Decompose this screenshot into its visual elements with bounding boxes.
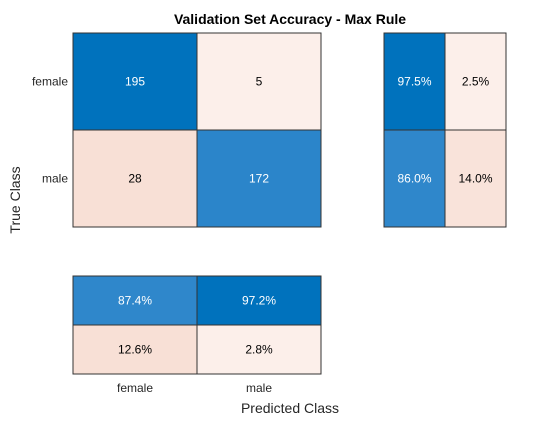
y-axis-label: True Class bbox=[7, 166, 23, 233]
chart-title: Validation Set Accuracy - Max Rule bbox=[174, 11, 406, 27]
cells-layer: 195 5 28 172 97.5% 2.5% 86.0% 14.0% 87.4% 97.2% 12… bbox=[72, 32, 507, 375]
row-summary-cell-0-0-rect bbox=[383, 32, 446, 131]
matrix-cell-female-male-rect bbox=[196, 32, 322, 131]
y-tick-label-female: female bbox=[32, 75, 68, 89]
tick-labels-layer: female male female male bbox=[32, 75, 272, 396]
matrix-cell-male-male-rect bbox=[196, 129, 322, 228]
row-summary-cell-1-1-rect bbox=[444, 129, 507, 228]
column-summary-cell-0-1-label: 97.2% bbox=[242, 294, 276, 308]
row-summary-cell-1-0-rect bbox=[383, 129, 446, 228]
row-summary-cell-0-1-rect bbox=[444, 32, 507, 131]
matrix-cell-male-female-rect bbox=[72, 129, 198, 228]
x-axis-label: Predicted Class bbox=[241, 400, 339, 416]
row-summary-cell-0-1-label: 2.5% bbox=[462, 75, 490, 89]
column-summary-cell-1-0-label: 12.6% bbox=[118, 343, 152, 357]
row-summary-cell-1-1-label: 14.0% bbox=[458, 172, 492, 186]
row-summary-cell-1-0-label: 86.0% bbox=[397, 172, 431, 186]
matrix-cell-female-female-rect bbox=[72, 32, 198, 131]
column-summary-cell-0-0-label: 87.4% bbox=[118, 294, 152, 308]
matrix-cell-male-female-label: 28 bbox=[128, 172, 142, 186]
column-summary-cell-0-1-rect bbox=[196, 275, 322, 326]
y-tick-label-male: male bbox=[42, 172, 68, 186]
x-tick-label-female: female bbox=[117, 381, 153, 395]
matrix-cell-female-male-label: 5 bbox=[256, 75, 263, 89]
column-summary-cell-1-1-rect bbox=[196, 324, 322, 375]
column-summary-cell-1-1-label: 2.8% bbox=[245, 343, 273, 357]
row-summary-cell-0-0-label: 97.5% bbox=[397, 75, 431, 89]
matrix-cell-male-male-label: 172 bbox=[249, 172, 269, 186]
matrix-cell-female-female-label: 195 bbox=[125, 75, 145, 89]
x-tick-label-male: male bbox=[246, 381, 272, 395]
